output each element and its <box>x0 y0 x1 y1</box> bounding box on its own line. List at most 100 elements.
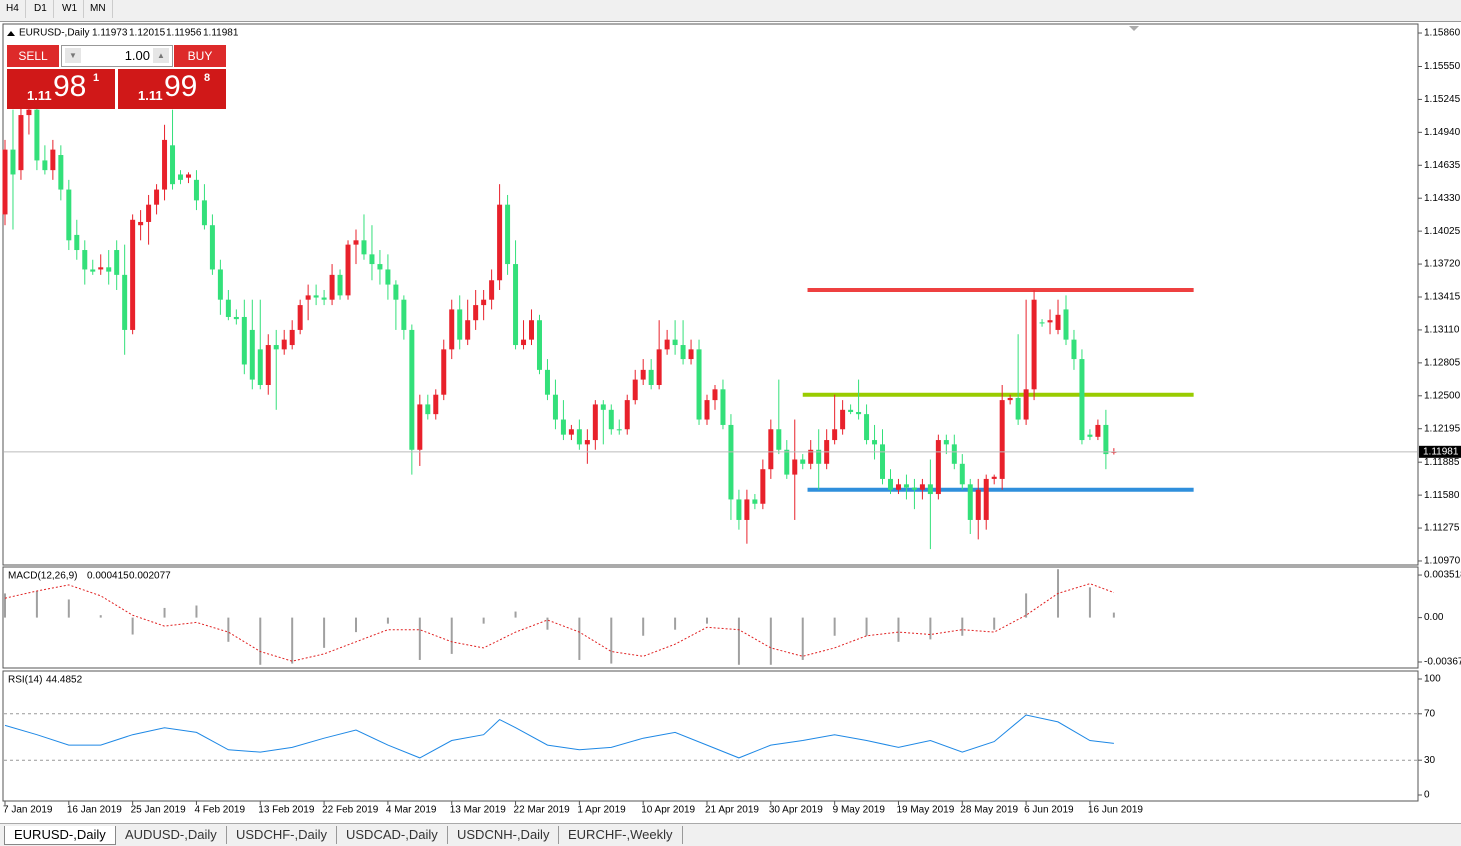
candle-body <box>1047 320 1053 323</box>
sell-price[interactable]: 1.11 98 1 <box>7 69 115 109</box>
candle-body <box>1031 299 1037 390</box>
candle-body <box>90 269 96 272</box>
candle-body <box>529 320 535 340</box>
candle-body <box>848 409 854 412</box>
candle-body <box>1071 339 1077 360</box>
y-tick-label: 1.11275 <box>1424 523 1460 534</box>
current-price-box <box>1419 445 1461 458</box>
candle-body <box>146 204 152 222</box>
buy-price[interactable]: 1.11 99 8 <box>118 69 226 109</box>
candle-body <box>281 339 287 350</box>
lot-value[interactable]: 1.00 <box>124 48 150 63</box>
candle-body <box>911 487 917 490</box>
x-tick-label: 19 May 2019 <box>896 805 954 816</box>
candle-body <box>672 339 678 346</box>
x-tick-label: 1 Apr 2019 <box>577 805 626 816</box>
y-tick-label: 1.15550 <box>1424 61 1461 72</box>
candle-body <box>760 469 766 504</box>
ohlc-low: 1.11956 <box>166 28 202 39</box>
price-fraction: 1 <box>93 72 100 84</box>
candle-body <box>66 189 72 241</box>
candle-body <box>489 280 495 300</box>
timeframe-button[interactable]: D1 <box>28 0 54 18</box>
lot-input[interactable]: ▼ 1.00 ▲ <box>61 45 173 67</box>
timeframe-button[interactable]: MN <box>84 0 113 18</box>
candle-body <box>265 345 271 385</box>
candle-body <box>943 440 949 445</box>
timeframe-button[interactable]: H4 <box>0 0 26 18</box>
one-click-trading: SELL ▼ 1.00 ▲ BUY 1.11 98 1 1.11 99 8 <box>7 45 226 109</box>
candle-body <box>744 499 750 520</box>
lot-down[interactable]: ▼ <box>65 48 81 63</box>
candle-body <box>544 369 550 395</box>
candle-body <box>1095 424 1101 437</box>
chart-tab[interactable]: EURUSD-,Daily <box>4 826 116 845</box>
chart-tab[interactable]: USDCAD-,Daily <box>337 826 448 844</box>
candle-body <box>592 404 598 441</box>
candle-body <box>425 404 431 415</box>
y-tick-label: 1.13720 <box>1424 259 1461 270</box>
y-tick-label: 1.12500 <box>1424 390 1461 401</box>
candle-body <box>170 145 176 185</box>
candle-body <box>991 476 997 479</box>
x-tick-label: 21 Apr 2019 <box>705 805 759 816</box>
candle-body <box>640 369 646 380</box>
candle-body <box>26 109 32 116</box>
shift-marker <box>1129 26 1139 31</box>
lot-up[interactable]: ▲ <box>153 48 169 63</box>
candle-body <box>856 411 862 415</box>
x-tick-label: 7 Jan 2019 <box>3 805 53 816</box>
candle-body <box>58 155 64 190</box>
candle-body <box>329 274 335 300</box>
candle-body <box>1007 397 1013 401</box>
x-tick-label: 9 May 2019 <box>833 805 886 816</box>
chart-tab[interactable]: EURCHF-,Weekly <box>559 826 683 844</box>
ohlc-open: 1.11973 <box>92 28 128 39</box>
candle-body <box>688 349 694 360</box>
candle-body <box>401 299 407 330</box>
candle-body <box>1015 397 1021 420</box>
y-tick-label: 0.003518 <box>1424 570 1461 581</box>
y-tick-label: 70 <box>1424 708 1436 719</box>
candle-body <box>536 320 542 370</box>
chart-tab[interactable]: USDCHF-,Daily <box>227 826 337 844</box>
candle-body <box>656 349 662 385</box>
candle-body <box>704 400 710 420</box>
x-tick-label: 10 Apr 2019 <box>641 805 695 816</box>
candle-body <box>42 160 48 171</box>
x-tick-label: 4 Mar 2019 <box>386 805 437 816</box>
timeframe-button[interactable]: W1 <box>56 0 84 18</box>
y-tick-label: 1.14635 <box>1424 160 1461 171</box>
candle-body <box>433 394 439 415</box>
price-pips: 98 <box>53 70 87 103</box>
x-tick-label: 25 Jan 2019 <box>131 805 186 816</box>
candle-body <box>1103 424 1109 455</box>
y-tick-label: 1.15245 <box>1424 94 1461 105</box>
x-tick-label: 30 Apr 2019 <box>769 805 823 816</box>
candle-body <box>154 189 160 205</box>
buy-button[interactable]: BUY <box>174 45 226 67</box>
candle-body <box>353 240 359 245</box>
x-tick-label: 28 May 2019 <box>960 805 1018 816</box>
candle-body <box>895 484 901 490</box>
candle-body <box>832 429 838 441</box>
rsi-panel <box>2 670 1419 802</box>
y-tick-label: 1.14025 <box>1424 226 1461 237</box>
candle-body <box>138 221 144 226</box>
sell-button[interactable]: SELL <box>7 45 59 67</box>
chart-tab[interactable]: AUDUSD-,Daily <box>116 826 227 844</box>
price-prefix: 1.11 <box>138 88 163 103</box>
y-tick-label: 30 <box>1424 755 1436 766</box>
chart-tab[interactable]: USDCNH-,Daily <box>448 826 560 844</box>
candle-body <box>959 463 965 485</box>
candle-body <box>864 414 870 441</box>
candle-body <box>728 424 734 500</box>
candle-body <box>106 267 112 272</box>
candle-body <box>18 115 24 171</box>
x-tick-label: 16 Jan 2019 <box>67 805 122 816</box>
candle-body <box>297 305 303 330</box>
y-tick-label: -0.00367 <box>1424 657 1461 668</box>
x-tick-label: 4 Feb 2019 <box>194 805 245 816</box>
candle-body <box>10 149 16 175</box>
candle-body <box>880 444 886 479</box>
